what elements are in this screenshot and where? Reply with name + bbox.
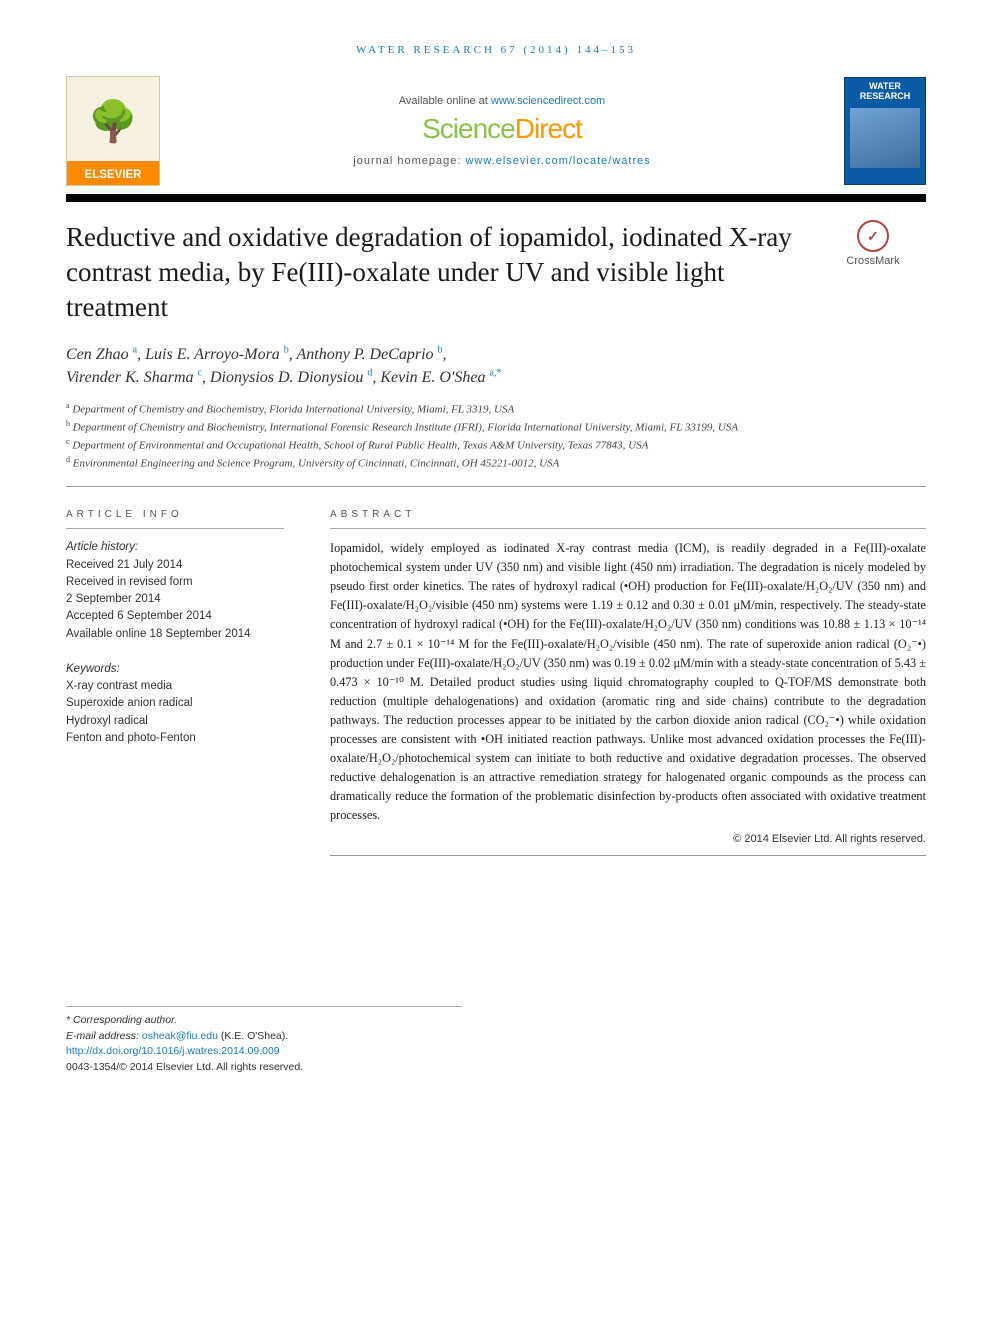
elsevier-brand-text: ELSEVIER: [85, 165, 142, 185]
keyword: Fenton and photo-Fenton: [66, 730, 284, 747]
affiliation-list: a Department of Chemistry and Biochemist…: [66, 400, 926, 473]
crossmark-badge[interactable]: ✓ CrossMark: [820, 220, 926, 267]
article-history: Article history: Received 21 July 2014 R…: [66, 539, 284, 643]
elsevier-logo[interactable]: 🌳 ELSEVIER: [66, 76, 160, 186]
history-item: Received 21 July 2014: [66, 557, 284, 574]
journal-homepage-line: journal homepage: www.elsevier.com/locat…: [178, 155, 826, 167]
author[interactable]: Virender K. Sharma c: [66, 369, 202, 386]
corresponding-email-link[interactable]: osheak@fiu.edu: [142, 1030, 218, 1042]
publisher-banner: 🌳 ELSEVIER Available online at www.scien…: [66, 76, 926, 186]
abstract-text: Iopamidol, widely employed as iodinated …: [330, 539, 926, 825]
keyword: Hydroxyl radical: [66, 713, 284, 730]
running-head: WATER RESEARCH 67 (2014) 144–153: [66, 40, 926, 58]
journal-cover-thumbnail[interactable]: WATER RESEARCH: [844, 77, 926, 185]
corresponding-author-note: * Corresponding author.: [66, 1013, 462, 1029]
citation-link[interactable]: WATER RESEARCH 67 (2014) 144–153: [356, 44, 636, 56]
abstract-heading: ABSTRACT: [330, 509, 926, 520]
article-info-heading: ARTICLE INFO: [66, 509, 284, 520]
history-item: Available online 18 September 2014: [66, 626, 284, 643]
doi-link[interactable]: http://dx.doi.org/10.1016/j.watres.2014.…: [66, 1045, 280, 1057]
divider: [66, 528, 284, 529]
available-online-line: Available online at www.sciencedirect.co…: [178, 95, 826, 107]
author[interactable]: Kevin E. O'Shea a,*: [380, 369, 501, 386]
affiliation: b Department of Chemistry and Biochemist…: [66, 418, 926, 436]
journal-cover-title: WATER RESEARCH: [845, 78, 925, 104]
copyright-line: © 2014 Elsevier Ltd. All rights reserved…: [330, 833, 926, 845]
affiliation: a Department of Chemistry and Biochemist…: [66, 400, 926, 418]
issn-copyright-line: 0043-1354/© 2014 Elsevier Ltd. All right…: [66, 1060, 462, 1076]
affiliation: d Environmental Engineering and Science …: [66, 454, 926, 472]
journal-cover-image: [850, 108, 920, 168]
divider: [330, 855, 926, 856]
divider: [66, 486, 926, 487]
email-line: E-mail address: osheak@fiu.edu (K.E. O'S…: [66, 1029, 462, 1045]
sciencedirect-logo[interactable]: ScienceDirect: [422, 113, 582, 145]
divider: [330, 528, 926, 529]
history-item: Accepted 6 September 2014: [66, 608, 284, 625]
keyword: X-ray contrast media: [66, 678, 284, 695]
history-item: 2 September 2014: [66, 591, 284, 608]
history-label: Article history:: [66, 539, 284, 556]
tree-icon: 🌳: [88, 77, 138, 165]
footnotes: * Corresponding author. E-mail address: …: [66, 1006, 462, 1076]
history-item: Received in revised form: [66, 574, 284, 591]
author[interactable]: Dionysios D. Dionysiou d: [210, 369, 372, 386]
crossmark-icon: ✓: [857, 220, 889, 252]
author-list: Cen Zhao a, Luis E. Arroyo-Mora b, Antho…: [66, 343, 926, 389]
crossmark-label: CrossMark: [820, 255, 926, 267]
keywords-label: Keywords:: [66, 661, 284, 678]
sciencedirect-url-link[interactable]: www.sciencedirect.com: [491, 95, 605, 107]
author[interactable]: Luis E. Arroyo-Mora b: [145, 346, 289, 363]
author[interactable]: Anthony P. DeCaprio b: [297, 346, 443, 363]
article-title: Reductive and oxidative degradation of i…: [66, 220, 802, 325]
affiliation: c Department of Environmental and Occupa…: [66, 436, 926, 454]
journal-homepage-link[interactable]: www.elsevier.com/locate/watres: [465, 155, 650, 167]
keyword: Superoxide anion radical: [66, 695, 284, 712]
keywords-block: Keywords: X-ray contrast media Superoxid…: [66, 661, 284, 747]
separator-bar: [66, 194, 926, 202]
author[interactable]: Cen Zhao a: [66, 346, 137, 363]
